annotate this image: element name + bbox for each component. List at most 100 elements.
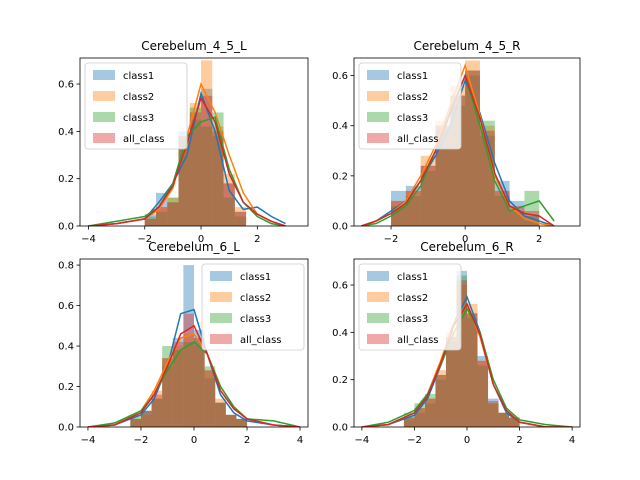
- histogram-class3: [403, 275, 520, 427]
- legend-swatch-all_class: [210, 334, 232, 344]
- legend-label-all_class: all_class: [123, 134, 165, 145]
- histogram-bar-class1: [435, 130, 451, 226]
- kde-line-all_class: [361, 302, 573, 427]
- histogram-bar-class1: [130, 418, 141, 427]
- histogram-bar-class2: [225, 414, 237, 427]
- histogram-bar-class1: [223, 183, 235, 226]
- histogram-bar-class3: [183, 341, 194, 427]
- legend-label-class3: class3: [240, 314, 271, 325]
- histogram-bar-all_class: [435, 374, 446, 427]
- histogram-class2: [130, 333, 248, 427]
- legend: class1 class2 class3 all_class: [358, 263, 462, 351]
- legend-label-all_class: all_class: [397, 335, 439, 346]
- histogram-bar-all_class: [479, 130, 495, 226]
- histogram-bar-all_class: [140, 410, 152, 427]
- histogram-bar-class2: [172, 346, 184, 427]
- histogram-bar-class1: [488, 398, 499, 427]
- kde-line-all_class: [88, 96, 286, 226]
- legend-label-class3: class3: [397, 314, 428, 325]
- histogram-bar-all_class: [162, 358, 173, 427]
- histogram-bar-all_class: [456, 280, 467, 427]
- histogram-bar-all_class: [420, 165, 436, 226]
- histogram-bar-class3: [140, 410, 152, 427]
- histogram-class1: [403, 270, 520, 427]
- legend-box: [358, 263, 462, 351]
- histogram-bar-class3: [445, 341, 457, 427]
- kde-line-class3: [88, 116, 286, 226]
- histogram-bar-class1: [194, 329, 205, 427]
- histogram-bar-class3: [156, 211, 168, 226]
- histogram-bar-class2: [223, 173, 235, 226]
- y-tick-label: 0.0: [58, 423, 74, 434]
- histogram-all_class: [144, 95, 247, 226]
- legend-label-all_class: all_class: [240, 335, 282, 346]
- histogram-bar-class1: [509, 417, 520, 427]
- histogram-bar-class1: [201, 88, 213, 226]
- histogram-bar-all_class: [498, 412, 510, 427]
- legend-swatch-class3: [93, 112, 115, 122]
- histogram-class3: [144, 107, 247, 226]
- legend-label-class3: class3: [123, 113, 154, 124]
- y-tick-label: 0.0: [58, 222, 74, 233]
- legend-swatch-class3: [367, 313, 389, 323]
- legend-swatch-class1: [367, 70, 389, 80]
- histogram-bar-class2: [201, 60, 213, 226]
- x-tick-label: 2: [244, 435, 250, 446]
- legend-label-class3: class3: [397, 113, 428, 124]
- histogram-bar-class3: [151, 398, 163, 427]
- histogram-bar-class3: [225, 414, 237, 427]
- histogram-class3: [130, 337, 248, 427]
- y-tick-label: 0.6: [58, 80, 74, 91]
- histogram-bar-class1: [424, 403, 436, 427]
- plot-area: [88, 60, 286, 226]
- histogram-class1: [144, 88, 247, 226]
- histogram-bar-class2: [151, 390, 163, 427]
- histogram-bar-class1: [140, 410, 152, 427]
- histogram-bar-class2: [424, 398, 436, 427]
- histogram-bar-class3: [194, 337, 205, 427]
- x-tick-label: 4: [297, 435, 303, 446]
- histogram-bar-class2: [183, 333, 194, 427]
- y-tick-label: 0.2: [58, 174, 74, 185]
- y-tick-label: 0.2: [332, 375, 348, 386]
- y-tick-label: 0.6: [332, 71, 348, 82]
- histogram-bar-class2: [524, 220, 540, 226]
- x-tick-label: −2: [384, 234, 399, 245]
- histogram-bar-all_class: [189, 112, 202, 226]
- histogram-bar-class3: [144, 216, 156, 226]
- histogram-bar-all_class: [178, 136, 190, 226]
- y-tick-label: 0.2: [332, 171, 348, 182]
- histogram-bar-class3: [223, 197, 235, 226]
- histogram-bar-class1: [236, 418, 248, 427]
- y-tick-label: 0.6: [332, 281, 348, 292]
- histogram-bar-class2: [212, 126, 224, 226]
- histogram-bar-class2: [456, 285, 467, 427]
- histogram-bar-class1: [167, 202, 179, 226]
- legend-label-class2: class2: [397, 293, 428, 304]
- histogram-bar-class1: [212, 136, 224, 226]
- histogram-bar-all_class: [234, 211, 247, 226]
- legend-swatch-class3: [210, 313, 232, 323]
- subplot-4: −4 −2 0 2 40.00.20.40.6Cerebelum_6_Rclass1cl…: [332, 240, 581, 446]
- y-tick-label: 0.8: [58, 261, 74, 272]
- histogram-bar-class3: [488, 403, 499, 427]
- subplot-title: Cerebelum_6_L: [148, 240, 240, 254]
- kde-line-all_class: [87, 324, 301, 427]
- x-tick-label: 0: [464, 435, 470, 446]
- y-tick-label: 0.6: [58, 301, 74, 312]
- histogram-bar-all_class: [467, 313, 478, 427]
- histogram-bar-all_class: [391, 200, 406, 226]
- axes-frame: [79, 57, 309, 227]
- legend-swatch-class2: [367, 91, 389, 101]
- histogram-bar-class3: [178, 136, 190, 226]
- legend-box: [201, 263, 305, 351]
- histogram-bar-class3: [477, 365, 489, 427]
- histogram-bar-class2: [435, 370, 446, 427]
- histogram-bar-class3: [172, 350, 184, 427]
- histogram-bar-class3: [162, 346, 173, 427]
- histogram-bar-all_class: [156, 207, 168, 226]
- histogram-bar-class3: [201, 126, 213, 226]
- x-tick-label: −2: [137, 234, 152, 245]
- histogram-bar-class2: [215, 398, 226, 427]
